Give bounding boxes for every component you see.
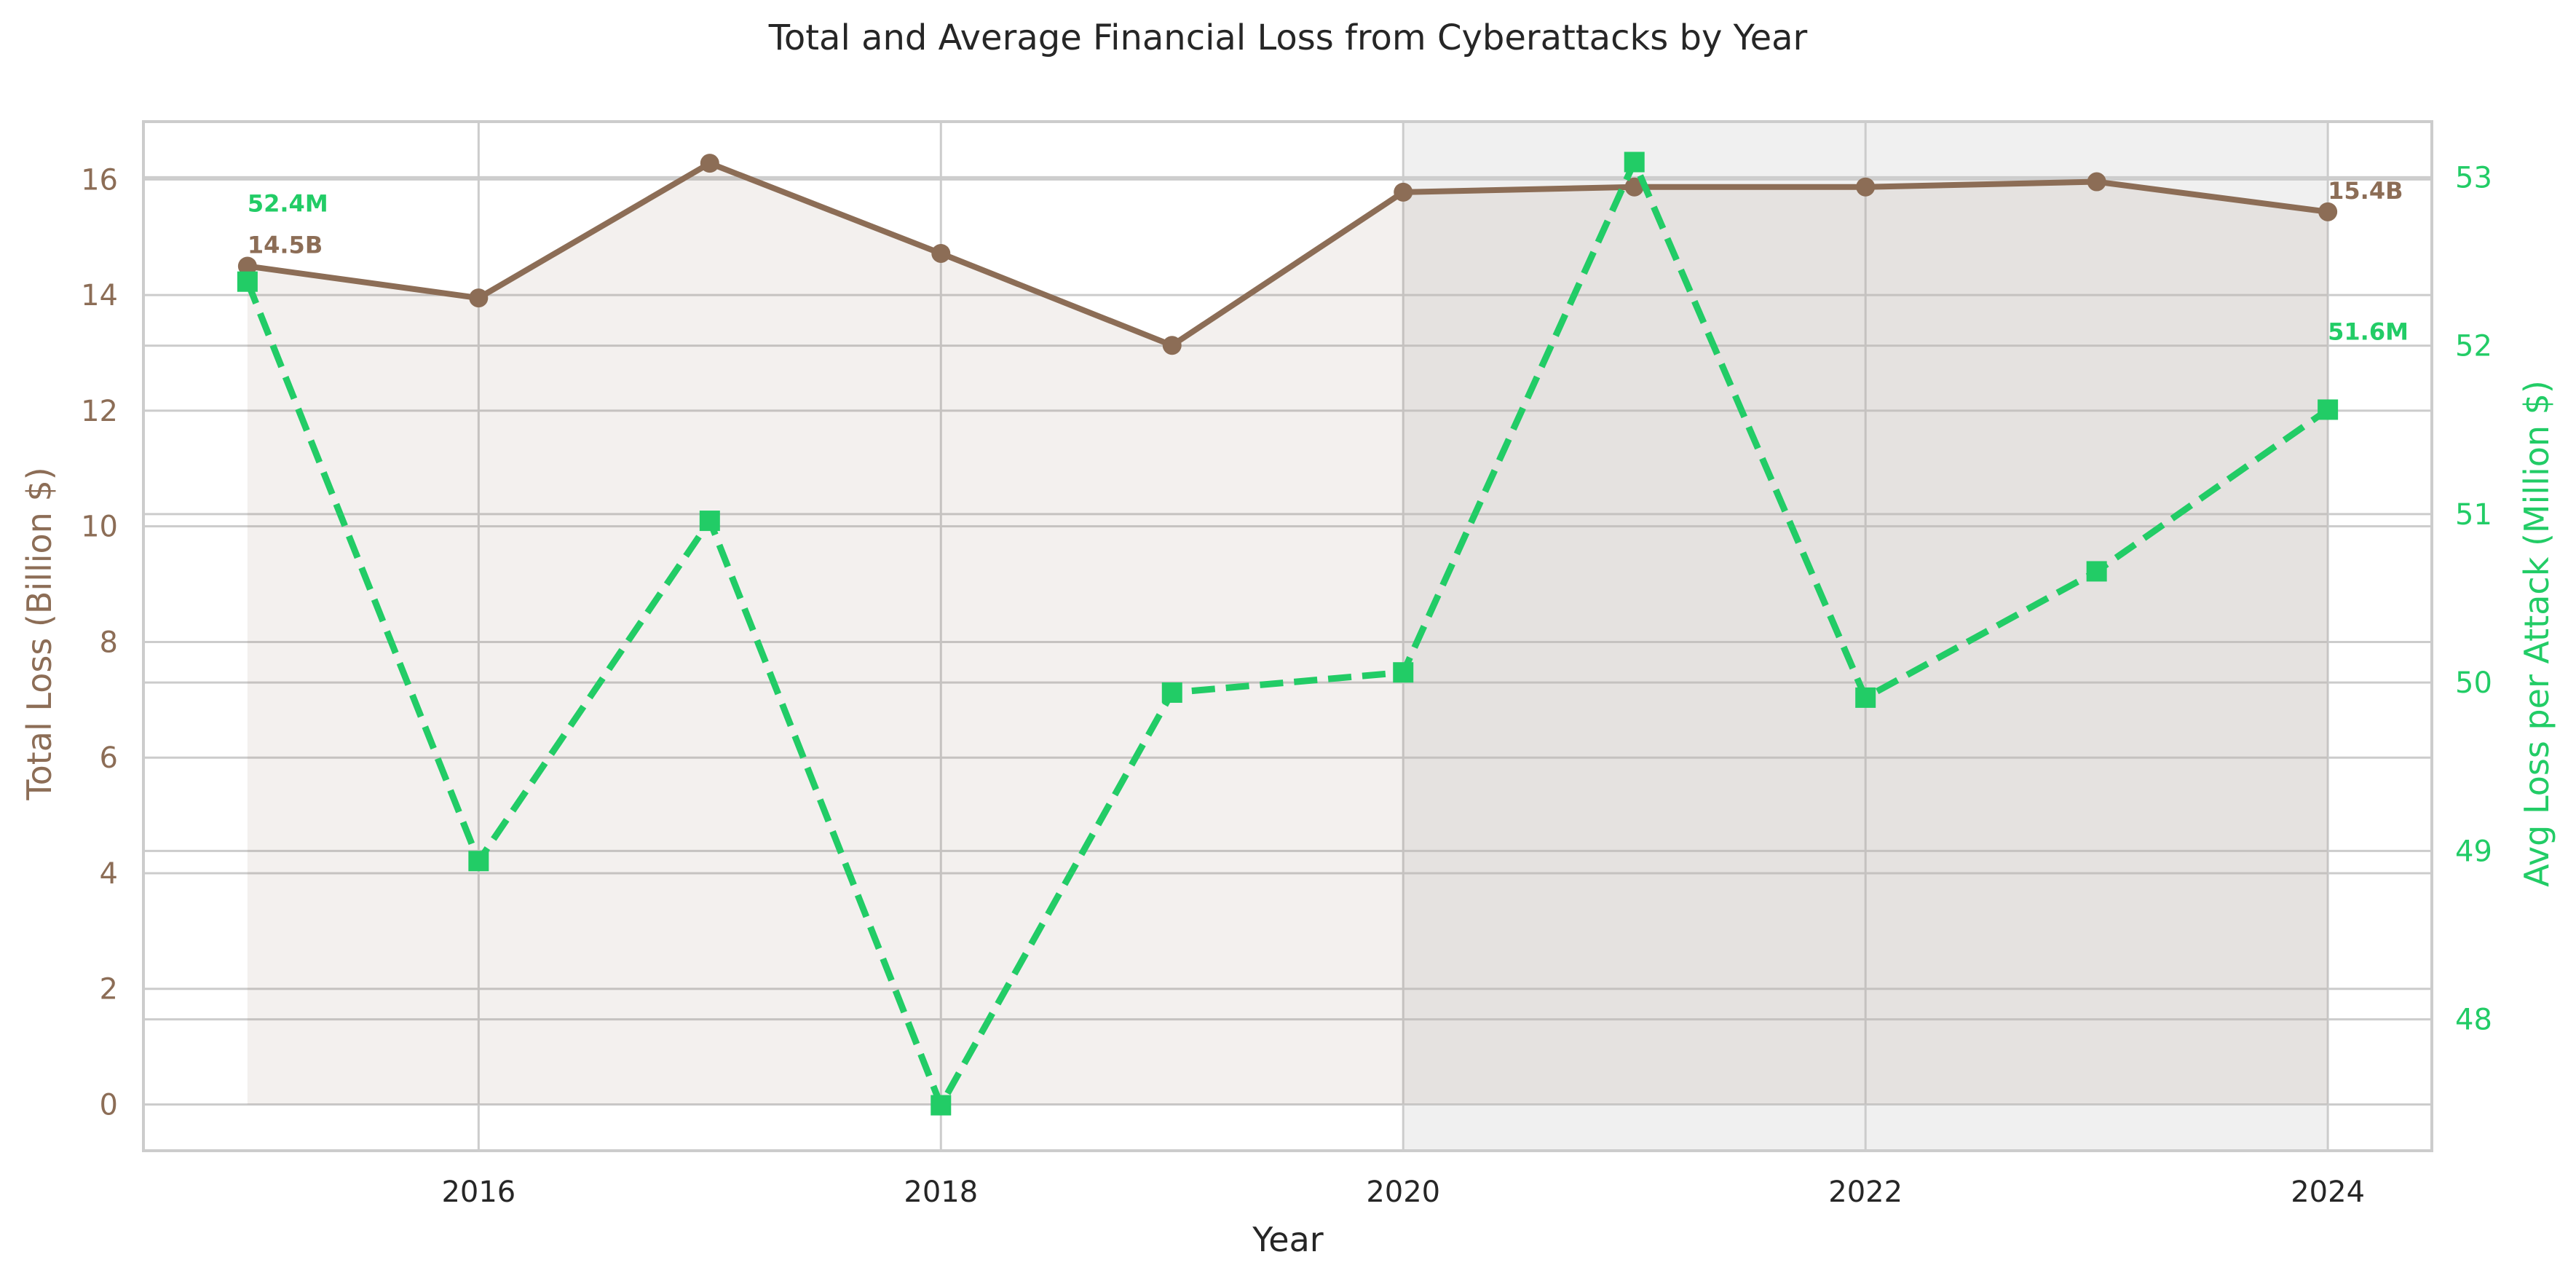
- data-label: 15.4B: [2328, 177, 2403, 205]
- data-label: 51.6M: [2328, 318, 2409, 345]
- plot-area: 2016 2018 2020 2022 2024 0 2 4 6 8 10 12 14 16 48 49 50 5…: [81, 120, 2492, 1209]
- total-loss-point: [931, 243, 951, 263]
- y-tick-left-label: 12: [81, 395, 118, 428]
- total-loss-line: [247, 160, 2328, 349]
- y-tick-right-label: 52: [2455, 330, 2492, 363]
- avg-loss-point: [2086, 561, 2107, 582]
- y-tick-left-label: 16: [81, 163, 118, 197]
- total-loss-point: [469, 288, 489, 308]
- total-loss-point: [700, 154, 719, 173]
- y-tick-left-label: 10: [81, 511, 118, 544]
- x-axis-label: Year: [1252, 1220, 1323, 1259]
- avg-loss-point: [1393, 662, 1414, 683]
- total-loss-area: [247, 163, 2328, 1105]
- y-tick-right-label: 49: [2455, 835, 2492, 868]
- chart-title: Total and Average Financial Loss from Cy…: [768, 17, 1808, 58]
- plot-frame: [142, 120, 2433, 1152]
- data-label: 14.5B: [248, 231, 323, 259]
- avg-loss-point: [1161, 682, 1182, 703]
- avg-loss-point: [2318, 399, 2339, 420]
- avg-loss-point: [468, 851, 489, 872]
- x-tick-label: 2018: [904, 1175, 978, 1209]
- total-loss-point: [1162, 336, 1182, 355]
- y-tick-left-label: 14: [81, 279, 118, 312]
- total-loss-point: [1394, 182, 1413, 202]
- total-loss-point: [2318, 202, 2338, 221]
- y-tick-left-label: 4: [100, 857, 118, 891]
- y-tick-right-label: 51: [2455, 498, 2492, 532]
- y-tick-right-label: 48: [2455, 1004, 2492, 1037]
- y-tick-left-label: 0: [100, 1088, 118, 1122]
- total-loss-point: [1624, 177, 1644, 197]
- y-axis-left-label: Total Loss (Billion $): [20, 467, 59, 800]
- y-tick-left-label: 2: [100, 973, 118, 1007]
- x-tick-label: 2024: [2291, 1175, 2365, 1209]
- avg-loss-line: [244, 159, 2330, 1109]
- avg-loss-point: [237, 271, 258, 292]
- avg-loss-point: [931, 1095, 952, 1116]
- total-loss-point: [2087, 172, 2106, 192]
- y-tick-right-label: 50: [2455, 666, 2492, 700]
- y-axis-right-label: Avg Loss per Attack (Million $): [2517, 380, 2556, 887]
- x-tick-label: 2016: [441, 1175, 515, 1209]
- total-loss-point: [237, 256, 257, 276]
- x-tick-label: 2020: [1366, 1175, 1440, 1209]
- avg-loss-point: [1855, 687, 1876, 708]
- y-tick-left-label: 8: [100, 626, 118, 659]
- avg-loss-point: [699, 511, 720, 532]
- y-tick-left-label: 6: [100, 741, 118, 775]
- data-label: 52.4M: [248, 190, 328, 218]
- total-loss-point: [1856, 177, 1876, 197]
- x-tick-label: 2022: [1828, 1175, 1903, 1209]
- y-tick-right-label: 53: [2455, 161, 2492, 194]
- avg-loss-point: [1624, 151, 1645, 173]
